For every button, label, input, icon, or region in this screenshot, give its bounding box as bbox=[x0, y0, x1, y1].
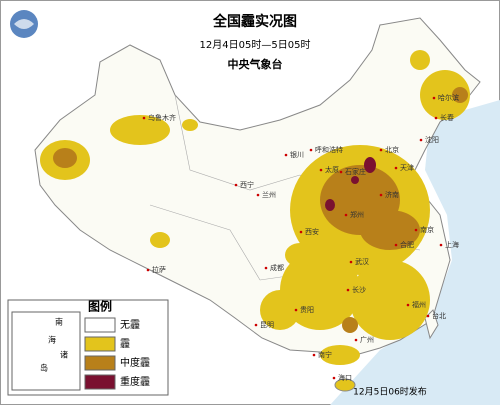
city-label: 石家庄 bbox=[345, 167, 366, 176]
city-label: 哈尔滨 bbox=[438, 93, 459, 102]
city-dot bbox=[264, 266, 268, 270]
legend-swatch bbox=[84, 336, 116, 352]
city-label: 北京 bbox=[385, 145, 399, 154]
city-dot bbox=[354, 338, 358, 342]
city-label: 西安 bbox=[305, 227, 319, 236]
city-dot bbox=[426, 314, 430, 318]
inset-box bbox=[11, 311, 81, 391]
sea bbox=[330, 100, 500, 405]
city-label: 沈阳 bbox=[425, 135, 439, 144]
inset-label: 岛 bbox=[40, 363, 48, 373]
city-label: 成都 bbox=[270, 263, 284, 272]
city-dot bbox=[344, 213, 348, 217]
legend-label: 霾 bbox=[120, 338, 130, 350]
city-dot bbox=[434, 116, 438, 120]
city-dot bbox=[146, 268, 150, 272]
city-dot bbox=[406, 303, 410, 307]
city-dot bbox=[299, 230, 303, 234]
city-dot bbox=[394, 243, 398, 247]
city-label: 广州 bbox=[360, 335, 374, 344]
city-label: 拉萨 bbox=[152, 265, 166, 274]
city-dot bbox=[339, 170, 343, 174]
city-label: 天津 bbox=[400, 164, 414, 172]
city-label: 郑州 bbox=[350, 211, 364, 219]
haze-moderate bbox=[53, 87, 468, 333]
city-label: 呼和浩特 bbox=[315, 145, 343, 154]
city-label: 西宁 bbox=[240, 180, 254, 189]
inset-label: 诸 bbox=[60, 351, 68, 360]
city-label: 福州 bbox=[412, 300, 426, 309]
city-dot bbox=[379, 193, 383, 197]
city-dot bbox=[309, 148, 313, 152]
city-dot bbox=[432, 96, 436, 100]
footer: 12月5日06时发布 bbox=[353, 386, 427, 398]
city-label: 昆明 bbox=[260, 321, 274, 329]
city-dot bbox=[349, 260, 353, 264]
city-dot bbox=[142, 116, 146, 120]
city-label: 南京 bbox=[420, 225, 434, 234]
inset-label: 南 bbox=[55, 317, 63, 327]
city-dot bbox=[332, 376, 336, 380]
city-dot bbox=[256, 193, 260, 197]
city-dot bbox=[379, 148, 383, 152]
city-dot bbox=[294, 308, 298, 312]
city-label: 济南 bbox=[385, 190, 399, 199]
city-dot bbox=[394, 166, 398, 170]
legend-label: 中度霾 bbox=[120, 356, 150, 369]
hainan bbox=[334, 378, 356, 392]
city-label: 武汉 bbox=[355, 257, 369, 266]
city-dot bbox=[312, 353, 316, 357]
city-dot bbox=[346, 288, 350, 292]
legend-swatch bbox=[84, 355, 116, 371]
time-range: 12月4日05时—5日05时 bbox=[200, 39, 311, 51]
city-label: 海口 bbox=[338, 373, 352, 382]
city-label: 太原 bbox=[325, 165, 339, 174]
city-dot bbox=[439, 243, 443, 247]
city-dot bbox=[284, 153, 288, 157]
haze-severe bbox=[325, 157, 376, 211]
city-label: 银川 bbox=[290, 150, 304, 159]
city-dot bbox=[234, 183, 238, 187]
map-title: 全国霾实况图 bbox=[212, 13, 297, 30]
city-label: 台北 bbox=[432, 311, 446, 320]
legend-swatch bbox=[84, 374, 116, 390]
legend-swatch bbox=[84, 317, 116, 333]
city-label: 合肥 bbox=[400, 240, 414, 249]
city-label: 长沙 bbox=[352, 285, 366, 294]
city-label: 乌鲁木齐 bbox=[148, 113, 176, 122]
legend-label: 重度霾 bbox=[120, 375, 150, 388]
city-label: 长春 bbox=[440, 113, 454, 122]
city-label: 兰州 bbox=[262, 190, 276, 199]
city-label: 贵阳 bbox=[300, 305, 314, 314]
logo-mark bbox=[14, 19, 34, 29]
city-label: 南宁 bbox=[318, 350, 332, 359]
issuer: 中央气象台 bbox=[228, 57, 283, 71]
city-dot bbox=[254, 323, 258, 327]
city-label: 上海 bbox=[445, 240, 459, 249]
legend-title: 图例 bbox=[88, 299, 112, 314]
city-dot bbox=[319, 168, 323, 172]
city-dot bbox=[414, 228, 418, 232]
city-dot bbox=[419, 138, 423, 142]
legend-label: 无霾 bbox=[120, 319, 140, 331]
inset-label: 海 bbox=[48, 335, 56, 345]
